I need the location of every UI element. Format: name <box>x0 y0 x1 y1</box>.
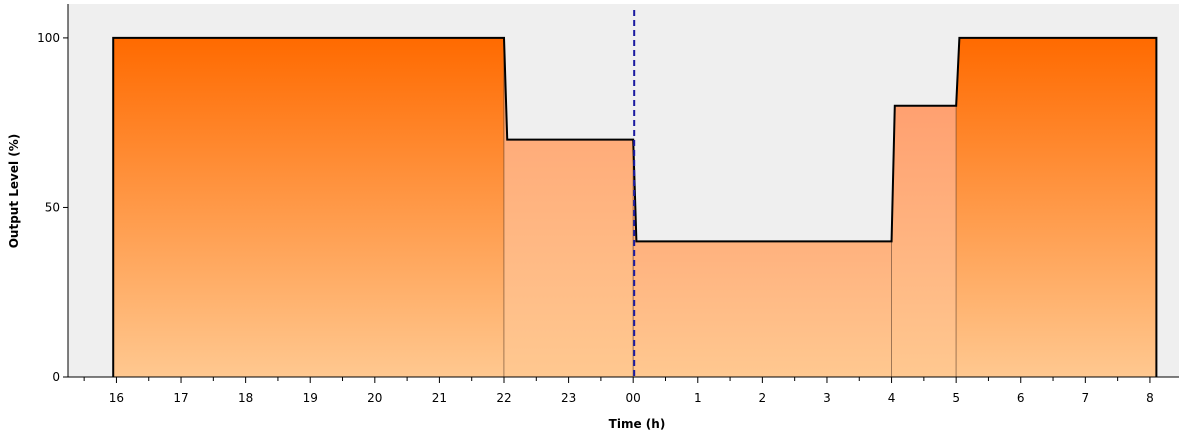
y-tick-label: 0 <box>52 370 60 384</box>
x-tick-label: 00 <box>626 391 641 405</box>
x-tick-label: 18 <box>238 391 253 405</box>
x-tick-label: 1 <box>694 391 702 405</box>
x-tick-label: 21 <box>432 391 447 405</box>
x-tick-label: 2 <box>759 391 767 405</box>
y-tick-label: 100 <box>37 31 60 45</box>
x-tick-label: 5 <box>952 391 960 405</box>
x-tick-label: 4 <box>888 391 896 405</box>
series-outline <box>112 36 1158 377</box>
x-tick-label: 23 <box>561 391 576 405</box>
area-segment <box>955 37 1157 378</box>
area-segment <box>891 105 957 378</box>
x-tick-label: 7 <box>1082 391 1090 405</box>
x-tick-label: 19 <box>303 391 318 405</box>
x-axis-title: Time (h) <box>609 417 666 431</box>
x-tick-label: 16 <box>109 391 124 405</box>
x-tick-label: 8 <box>1146 391 1154 405</box>
area-series <box>112 37 1157 378</box>
x-tick-label: 3 <box>823 391 831 405</box>
x-tick-label: 22 <box>496 391 511 405</box>
x-tick-label: 17 <box>173 391 188 405</box>
y-tick-label: 50 <box>45 200 60 214</box>
x-tick-label: 6 <box>1017 391 1025 405</box>
y-axis-title: Output Level (%) <box>7 134 21 249</box>
area-segment <box>112 37 505 378</box>
x-axis-ticks: 16 17 18 19 20 21 22 23 00 1 2 3 4 5 6 7 8 <box>83 377 1154 405</box>
x-tick-label: 20 <box>367 391 382 405</box>
y-axis-ticks: 0 50 100 <box>37 31 68 384</box>
